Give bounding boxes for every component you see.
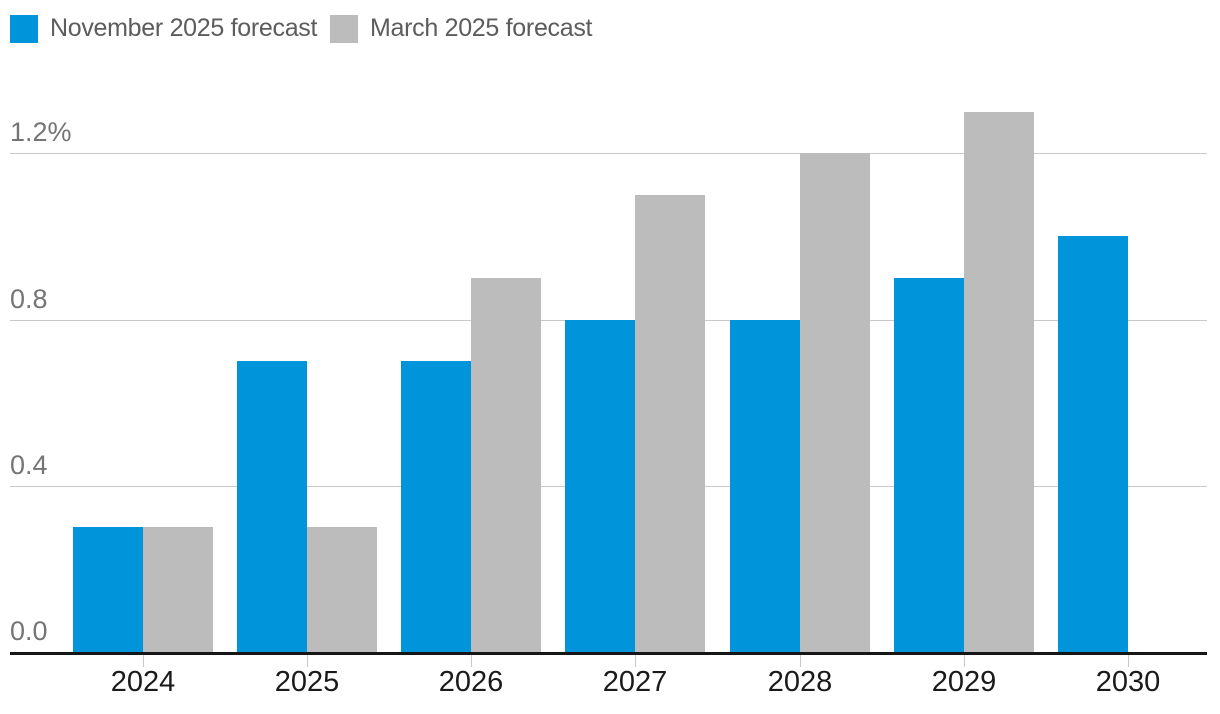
x-axis-label-2024: 2024 (110, 666, 176, 698)
x-axis-tick-2030 (1128, 655, 1129, 667)
legend-label-march: March 2025 forecast (370, 14, 593, 42)
x-axis-label-2027: 2027 (602, 666, 668, 698)
x-axis-tick-2027 (635, 655, 636, 667)
bar-march-2026 (471, 278, 541, 652)
y-axis-label-0.4: 0.4 (10, 450, 48, 480)
gridline-1.2% (10, 153, 1207, 154)
x-axis-tick-2028 (800, 655, 801, 667)
x-axis-label-2030: 2030 (1095, 666, 1161, 698)
legend-swatch-march-icon (330, 14, 358, 43)
legend-label-november: November 2025 forecast (50, 14, 318, 42)
legend: November 2025 forecast March 2025 foreca… (0, 0, 1220, 56)
y-axis-label-1.2%: 1.2% (10, 117, 72, 147)
bar-november-2029 (894, 278, 964, 652)
x-axis-label-2025: 2025 (274, 666, 340, 698)
y-axis-label-0.8: 0.8 (10, 284, 48, 314)
legend-item-march-forecast: March 2025 forecast (330, 14, 593, 43)
x-axis-tick-2024 (143, 655, 144, 667)
x-axis-line (10, 652, 1207, 655)
bar-november-2028 (730, 319, 800, 652)
bar-march-2028 (800, 153, 870, 652)
bar-march-2029 (964, 111, 1034, 652)
bar-november-2030 (1058, 236, 1128, 652)
x-axis-label-2028: 2028 (767, 666, 833, 698)
bar-march-2025 (307, 527, 377, 652)
bar-november-2024 (73, 527, 143, 652)
y-axis-label-0.0: 0.0 (10, 616, 48, 646)
bar-march-2027 (635, 194, 705, 652)
bar-november-2027 (565, 319, 635, 652)
x-axis-tick-2026 (471, 655, 472, 667)
x-axis-label-2026: 2026 (438, 666, 504, 698)
x-axis-tick-2025 (307, 655, 308, 667)
bar-november-2026 (401, 361, 471, 652)
x-axis-label-2029: 2029 (931, 666, 997, 698)
x-axis-tick-2029 (964, 655, 965, 667)
bar-march-2024 (143, 527, 213, 652)
legend-swatch-november-icon (10, 14, 38, 43)
legend-item-november-forecast: November 2025 forecast (10, 14, 317, 43)
bar-november-2025 (237, 361, 307, 652)
